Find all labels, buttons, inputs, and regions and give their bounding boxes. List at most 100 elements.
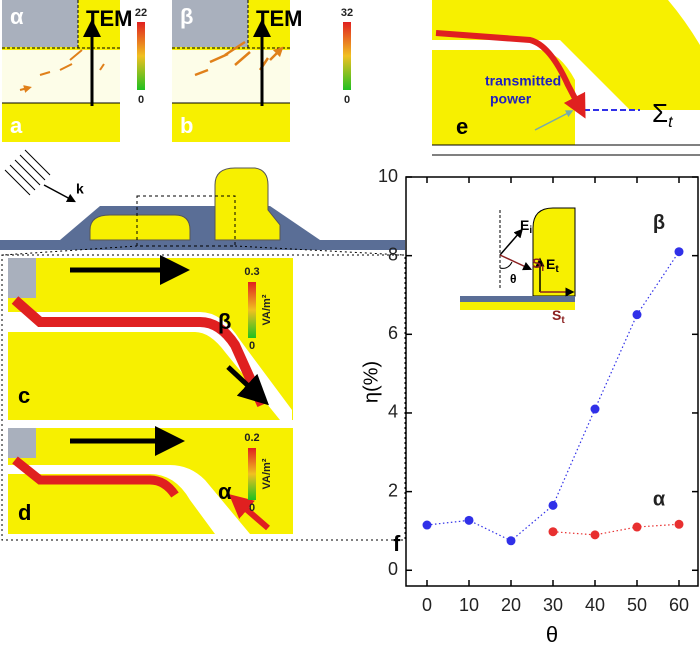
subscript: t bbox=[555, 264, 559, 275]
metal bbox=[214, 167, 281, 241]
colorbar bbox=[248, 448, 256, 500]
inset-label: Ei bbox=[520, 217, 532, 236]
field-arrows bbox=[435, 30, 586, 119]
panel-a: α TEM a 22 0 bbox=[2, 0, 147, 142]
scale-min: 0 bbox=[138, 94, 144, 106]
plot-frame bbox=[405, 176, 699, 587]
point bbox=[674, 519, 684, 529]
panel-label: f bbox=[393, 531, 401, 556]
y-tick-label: 6 bbox=[388, 323, 398, 343]
scale-min: 0 bbox=[249, 340, 255, 352]
arrow bbox=[43, 184, 76, 203]
scale-max: 0.3 bbox=[244, 266, 259, 278]
subscript: t bbox=[561, 315, 565, 326]
scale-max: 22 bbox=[135, 7, 147, 19]
mode: β bbox=[180, 4, 193, 29]
x-tick-label: 50 bbox=[627, 595, 647, 615]
chart: f η(%) θ Ei Si θ Et St 0 2 4 6 8 10 0 10 20 30 40 5… bbox=[360, 166, 699, 647]
note: transmitted bbox=[485, 73, 561, 89]
point bbox=[506, 536, 516, 546]
x-tick-label: 10 bbox=[459, 595, 479, 615]
pointer bbox=[534, 110, 574, 131]
mode: β bbox=[218, 309, 231, 334]
field: TEM bbox=[86, 6, 132, 31]
scale-min: 0 bbox=[249, 502, 255, 514]
point bbox=[548, 527, 558, 537]
metal bbox=[432, 0, 700, 110]
colorbar bbox=[343, 22, 351, 90]
gap bbox=[8, 312, 292, 420]
colorbar bbox=[248, 282, 256, 338]
arrow bbox=[226, 365, 269, 406]
scale-min: 0 bbox=[344, 94, 350, 106]
point bbox=[590, 530, 600, 540]
surface: Σt bbox=[652, 98, 673, 131]
inset-label: Si bbox=[532, 255, 544, 274]
x-tick-label: 60 bbox=[669, 595, 689, 615]
dielectric bbox=[460, 296, 575, 302]
metal bbox=[2, 0, 78, 47]
symbol: E bbox=[546, 256, 555, 272]
subscript: t bbox=[668, 114, 673, 131]
symbol: S bbox=[552, 307, 561, 323]
zoom-box bbox=[136, 195, 236, 247]
inset-label: Et bbox=[546, 256, 559, 275]
field-flow bbox=[12, 456, 179, 498]
point bbox=[548, 500, 558, 510]
inset: Ei Si θ Et St bbox=[460, 207, 576, 326]
arrow bbox=[499, 228, 523, 256]
inset-frame bbox=[1, 254, 406, 541]
panel-d: d α 0.2 0 VA/m² bbox=[8, 426, 293, 534]
wavefronts bbox=[4, 149, 51, 196]
y-tick-label: 8 bbox=[388, 244, 398, 264]
point bbox=[590, 404, 600, 414]
dielectric bbox=[0, 206, 405, 250]
point bbox=[422, 520, 432, 530]
scale-max: 0.2 bbox=[244, 432, 259, 444]
panel-label: c bbox=[18, 383, 30, 408]
angle bbox=[499, 261, 513, 269]
arrow bbox=[228, 494, 270, 531]
structure: k bbox=[0, 149, 406, 541]
subscript: i bbox=[541, 263, 544, 274]
panel-label: b bbox=[180, 113, 193, 138]
panel-b: β TEM b 32 0 bbox=[172, 0, 353, 142]
point bbox=[632, 522, 642, 532]
panel-label: d bbox=[18, 500, 31, 525]
metal bbox=[460, 302, 575, 310]
symbol: S bbox=[532, 255, 541, 271]
series-label: α bbox=[653, 489, 666, 511]
inset-label: St bbox=[552, 307, 565, 326]
mode: α bbox=[218, 479, 232, 504]
panel-label: a bbox=[10, 113, 23, 138]
mode: α bbox=[10, 4, 24, 29]
x-tick-label: 0 bbox=[422, 595, 432, 615]
x-tick-label: 40 bbox=[585, 595, 605, 615]
panel-label: e bbox=[456, 114, 468, 139]
symbol: E bbox=[520, 217, 529, 233]
note: power bbox=[490, 91, 532, 107]
unit: VA/m² bbox=[261, 458, 273, 489]
field: TEM bbox=[256, 6, 302, 31]
colorbar bbox=[137, 22, 145, 90]
scale-max: 32 bbox=[341, 7, 353, 19]
y-tick-label: 4 bbox=[388, 402, 398, 422]
gap bbox=[8, 465, 250, 534]
metal bbox=[8, 258, 36, 298]
field-arrows bbox=[19, 49, 105, 90]
unit: VA/m² bbox=[261, 294, 273, 325]
inset-label: θ bbox=[510, 272, 517, 286]
arrow bbox=[499, 254, 533, 271]
y-tick-label: 0 bbox=[388, 559, 398, 579]
y-axis-label: η(%) bbox=[360, 361, 382, 403]
subscript: i bbox=[529, 225, 532, 236]
field-flow bbox=[11, 296, 267, 408]
y-tick-label: 10 bbox=[378, 166, 398, 186]
metal bbox=[89, 214, 191, 241]
x-tick-label: 30 bbox=[543, 595, 563, 615]
point bbox=[674, 247, 684, 257]
panel-e: e transmitted power Σt bbox=[432, 0, 700, 158]
panel-c: c β 0.3 0 VA/m² bbox=[8, 255, 293, 420]
point bbox=[464, 515, 474, 525]
